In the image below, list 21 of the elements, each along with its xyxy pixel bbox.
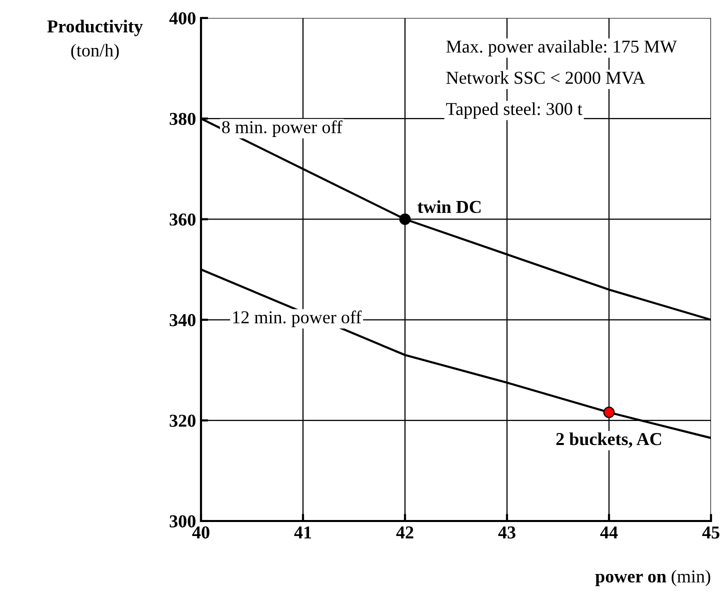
y-tick-label: 360 — [170, 213, 196, 226]
y-axis-title: Productivity (ton/h) — [47, 20, 143, 60]
x-tick-label: 40 — [192, 526, 210, 539]
y-tick-label: 400 — [169, 12, 196, 24]
y-tick-label: 380 — [170, 112, 196, 126]
series-label: twin DC — [418, 200, 481, 214]
series-label: 8 min. power off — [222, 120, 342, 137]
y-tick-label: 320 — [170, 414, 196, 427]
x-tick-label: 42 — [396, 526, 414, 538]
annotation: Max. power available: 175 MW — [446, 40, 677, 56]
annotation: Tapped steel: 300 t — [446, 102, 582, 119]
x-tick-label: 44 — [600, 526, 618, 538]
x-tick-label: 41 — [294, 526, 312, 538]
series-label: 12 min. power off — [233, 310, 362, 328]
x-axis-title: power on (min) — [595, 570, 710, 586]
x-tick-label: 45 — [702, 526, 720, 539]
y-tick-label: 300 — [170, 515, 196, 528]
series-label: 2 buckets, AC — [556, 432, 662, 448]
y-tick-label: 340 — [170, 314, 196, 326]
x-tick-label: 43 — [498, 526, 516, 539]
annotation: Network SSC < 2000 MVA — [446, 71, 646, 84]
